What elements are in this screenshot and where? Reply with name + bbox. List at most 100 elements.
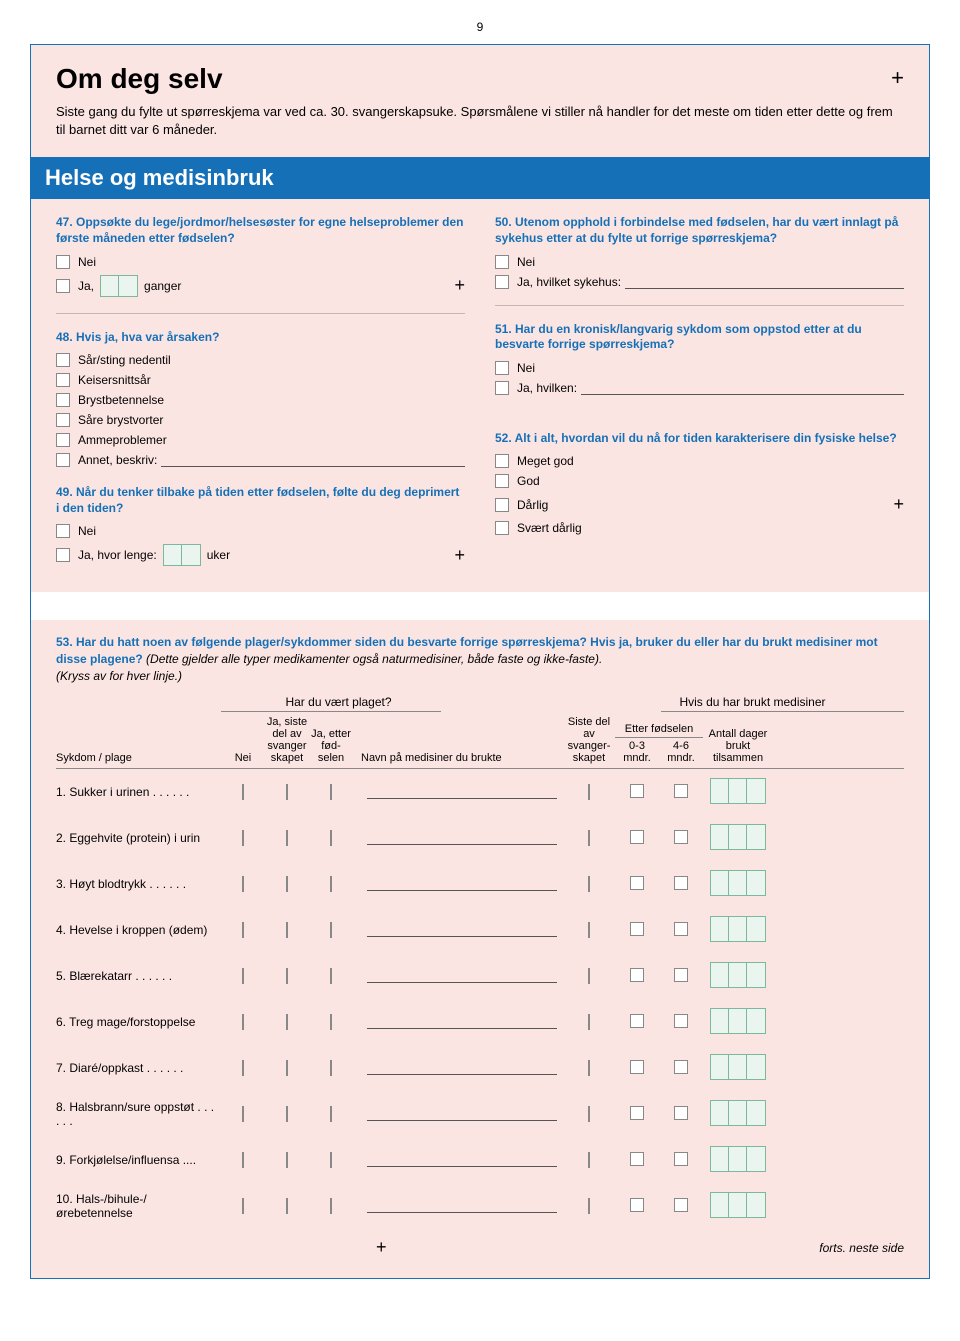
q53-03-checkbox[interactable]	[630, 1106, 644, 1120]
q53-46-checkbox[interactable]	[674, 830, 688, 844]
q53-medpreg-checkbox[interactable]	[588, 1198, 590, 1214]
q53-medname-input[interactable]	[367, 1153, 557, 1167]
q53-days-input[interactable]	[710, 1146, 766, 1172]
q53-03-checkbox[interactable]	[630, 830, 644, 844]
q52-opt-checkbox[interactable]	[495, 521, 509, 535]
q53-nei-checkbox[interactable]	[242, 1152, 244, 1168]
q53-days-input[interactable]	[710, 1054, 766, 1080]
q53-nei-checkbox[interactable]	[242, 1106, 244, 1122]
q53-medpreg-checkbox[interactable]	[588, 968, 590, 984]
q53-03-checkbox[interactable]	[630, 1014, 644, 1028]
q53-medname-input[interactable]	[367, 831, 557, 845]
q53-46-checkbox[interactable]	[674, 1198, 688, 1212]
q53-afterbirth-checkbox[interactable]	[330, 922, 332, 938]
q47-ja-checkbox[interactable]	[56, 279, 70, 293]
q53-afterbirth-checkbox[interactable]	[330, 1014, 332, 1030]
q53-03-checkbox[interactable]	[630, 968, 644, 982]
q53-46-checkbox[interactable]	[674, 1106, 688, 1120]
q53-medname-input[interactable]	[367, 785, 557, 799]
q53-medpreg-checkbox[interactable]	[588, 1014, 590, 1030]
q53-afterbirth-checkbox[interactable]	[330, 830, 332, 846]
q53-46-checkbox[interactable]	[674, 1014, 688, 1028]
q53-days-input[interactable]	[710, 1100, 766, 1126]
q53-medpreg-checkbox[interactable]	[588, 1106, 590, 1122]
q53-afterbirth-checkbox[interactable]	[330, 784, 332, 800]
q49-weeks-input[interactable]	[163, 544, 201, 566]
q50-hospital-input[interactable]	[625, 275, 904, 289]
q49-nei-checkbox[interactable]	[56, 524, 70, 538]
q53-medpreg-checkbox[interactable]	[588, 876, 590, 892]
q53-days-input[interactable]	[710, 962, 766, 988]
q51-which-input[interactable]	[581, 381, 904, 395]
q53-preg-checkbox[interactable]	[286, 876, 288, 892]
q53-nei-checkbox[interactable]	[242, 784, 244, 800]
q53-medname-input[interactable]	[367, 969, 557, 983]
q52-opt-checkbox[interactable]	[495, 498, 509, 512]
q48-opt-checkbox[interactable]	[56, 453, 70, 467]
q53-46-checkbox[interactable]	[674, 1152, 688, 1166]
q53-03-checkbox[interactable]	[630, 1198, 644, 1212]
q47-nei-checkbox[interactable]	[56, 255, 70, 269]
q53-03-checkbox[interactable]	[630, 1152, 644, 1166]
q53-afterbirth-checkbox[interactable]	[330, 1198, 332, 1214]
q53-03-checkbox[interactable]	[630, 1060, 644, 1074]
q53-afterbirth-checkbox[interactable]	[330, 1106, 332, 1122]
q48-opt-checkbox[interactable]	[56, 353, 70, 367]
q53-medname-input[interactable]	[367, 877, 557, 891]
q53-medname-input[interactable]	[367, 1199, 557, 1213]
q53-preg-checkbox[interactable]	[286, 830, 288, 846]
q53-afterbirth-checkbox[interactable]	[330, 876, 332, 892]
q50-ja-checkbox[interactable]	[495, 275, 509, 289]
q53-preg-checkbox[interactable]	[286, 1198, 288, 1214]
q53-days-input[interactable]	[710, 916, 766, 942]
q53-medname-input[interactable]	[367, 1061, 557, 1075]
q53-preg-checkbox[interactable]	[286, 1014, 288, 1030]
q53-nei-checkbox[interactable]	[242, 1060, 244, 1076]
q53-46-checkbox[interactable]	[674, 784, 688, 798]
q49-ja-checkbox[interactable]	[56, 548, 70, 562]
q53-46-checkbox[interactable]	[674, 968, 688, 982]
q53-days-input[interactable]	[710, 824, 766, 850]
q53-days-input[interactable]	[710, 1192, 766, 1218]
q48-opt-checkbox[interactable]	[56, 373, 70, 387]
q53-preg-checkbox[interactable]	[286, 784, 288, 800]
q51-nei-checkbox[interactable]	[495, 361, 509, 375]
q52-opt-checkbox[interactable]	[495, 474, 509, 488]
q53-nei-checkbox[interactable]	[242, 876, 244, 892]
q53-46-checkbox[interactable]	[674, 876, 688, 890]
q48-other-input[interactable]	[161, 453, 465, 467]
q53-afterbirth-checkbox[interactable]	[330, 968, 332, 984]
q53-medpreg-checkbox[interactable]	[588, 922, 590, 938]
q53-medname-input[interactable]	[367, 923, 557, 937]
q48-opt-checkbox[interactable]	[56, 393, 70, 407]
q53-nei-checkbox[interactable]	[242, 830, 244, 846]
q51-ja-checkbox[interactable]	[495, 381, 509, 395]
q53-46-checkbox[interactable]	[674, 922, 688, 936]
q53-medname-input[interactable]	[367, 1015, 557, 1029]
q53-nei-checkbox[interactable]	[242, 1198, 244, 1214]
q53-46-checkbox[interactable]	[674, 1060, 688, 1074]
q53-preg-checkbox[interactable]	[286, 1106, 288, 1122]
q53-03-checkbox[interactable]	[630, 784, 644, 798]
q53-medpreg-checkbox[interactable]	[588, 1060, 590, 1076]
q48-opt-checkbox[interactable]	[56, 413, 70, 427]
q53-preg-checkbox[interactable]	[286, 922, 288, 938]
q53-nei-checkbox[interactable]	[242, 1014, 244, 1030]
q53-preg-checkbox[interactable]	[286, 1152, 288, 1168]
q53-days-input[interactable]	[710, 778, 766, 804]
q53-03-checkbox[interactable]	[630, 922, 644, 936]
q53-days-input[interactable]	[710, 1008, 766, 1034]
q52-opt-checkbox[interactable]	[495, 454, 509, 468]
q53-preg-checkbox[interactable]	[286, 1060, 288, 1076]
q47-count-input[interactable]	[100, 275, 138, 297]
q53-medname-input[interactable]	[367, 1107, 557, 1121]
q53-medpreg-checkbox[interactable]	[588, 830, 590, 846]
q53-medpreg-checkbox[interactable]	[588, 1152, 590, 1168]
q53-nei-checkbox[interactable]	[242, 968, 244, 984]
q50-nei-checkbox[interactable]	[495, 255, 509, 269]
q48-opt-checkbox[interactable]	[56, 433, 70, 447]
q53-afterbirth-checkbox[interactable]	[330, 1060, 332, 1076]
q53-afterbirth-checkbox[interactable]	[330, 1152, 332, 1168]
q53-medpreg-checkbox[interactable]	[588, 784, 590, 800]
q53-days-input[interactable]	[710, 870, 766, 896]
